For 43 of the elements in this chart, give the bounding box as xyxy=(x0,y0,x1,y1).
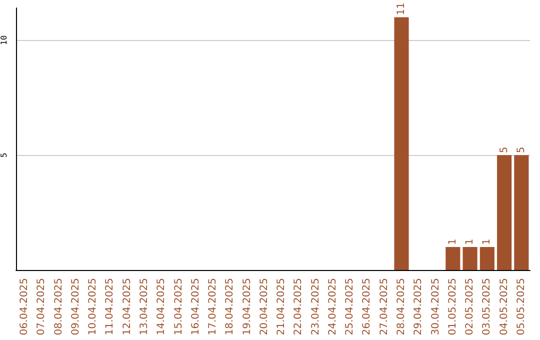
bar xyxy=(480,247,494,270)
bar xyxy=(446,247,460,270)
data-label: 5 xyxy=(516,146,527,154)
x-tick-label: 16.04.2025 xyxy=(190,278,202,336)
data-label: 1 xyxy=(482,238,493,246)
x-tick-label: 26.04.2025 xyxy=(362,278,373,336)
data-label: 11 xyxy=(396,2,407,16)
y-tick-label: 10 xyxy=(0,35,8,45)
x-tick-label: 21.04.2025 xyxy=(276,278,288,336)
x-tick-label: 17.04.2025 xyxy=(208,278,219,336)
x-tick-label: 27.04.2025 xyxy=(378,278,390,336)
x-tick-label: 04.05.2025 xyxy=(498,278,510,336)
x-tick-label: 06.04.2025 xyxy=(19,278,30,336)
x-tick-label: 28.04.2025 xyxy=(396,278,407,336)
x-tick-label: 12.04.2025 xyxy=(122,278,133,336)
x-tick-label: 23.04.2025 xyxy=(310,278,322,336)
x-tick-label: 15.04.2025 xyxy=(173,278,184,336)
x-tick-label: 11.04.2025 xyxy=(104,278,116,336)
x-tick-label: 25.04.2025 xyxy=(344,278,356,336)
x-tick-label: 08.04.2025 xyxy=(53,278,64,336)
x-tick-label: 10.04.2025 xyxy=(88,278,99,336)
x-tick-label: 01.05.2025 xyxy=(447,278,458,336)
bar xyxy=(462,247,478,270)
bar xyxy=(394,17,409,270)
x-tick-label: 13.04.2025 xyxy=(139,278,150,336)
data-label: 5 xyxy=(498,146,510,154)
x-tick-label: 18.04.2025 xyxy=(224,278,236,336)
x-tick-label: 30.04.2025 xyxy=(430,278,442,336)
x-tick-label: 07.04.2025 xyxy=(36,278,48,336)
x-tick-label: 24.04.2025 xyxy=(327,278,338,336)
bar xyxy=(497,155,512,270)
x-tick-label: 14.04.2025 xyxy=(156,278,168,336)
x-tick-label: 05.05.2025 xyxy=(516,278,527,336)
x-tick-label: 19.04.2025 xyxy=(242,278,253,336)
x-tick-label: 20.04.2025 xyxy=(258,278,270,336)
data-label: 1 xyxy=(447,238,458,246)
x-tick-label: 29.04.2025 xyxy=(413,278,424,336)
x-tick-label: 02.05.2025 xyxy=(464,278,476,336)
bar xyxy=(514,155,529,270)
data-label: 1 xyxy=(464,238,476,246)
x-tick-label: 03.05.2025 xyxy=(482,278,493,336)
x-tick-label: 09.04.2025 xyxy=(70,278,82,336)
x-tick-label: 22.04.2025 xyxy=(293,278,304,336)
